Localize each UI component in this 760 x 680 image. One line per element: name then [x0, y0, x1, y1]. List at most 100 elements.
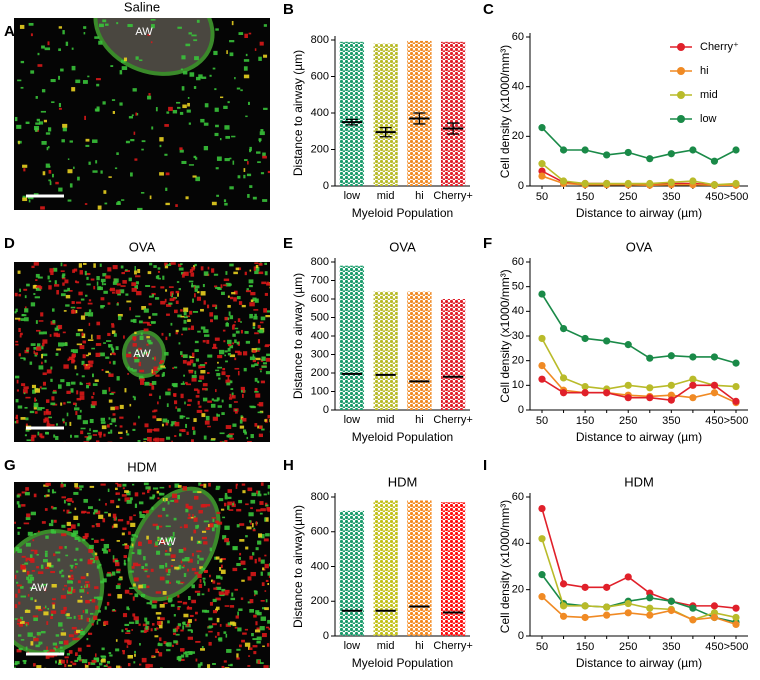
cell-speck [245, 340, 251, 344]
cell-speck [91, 347, 95, 350]
data-point [689, 616, 697, 624]
cell-speck [180, 560, 183, 564]
cell-speck [155, 541, 159, 546]
cell-speck [180, 263, 183, 265]
cell-speck [145, 352, 148, 356]
cell-speck [164, 153, 168, 156]
cell-speck [55, 423, 58, 426]
cell-speck [217, 405, 222, 408]
cell-speck [54, 280, 57, 285]
cell-speck [180, 629, 184, 632]
cell-speck [229, 40, 235, 43]
cell-speck [233, 290, 238, 295]
cell-speck [133, 514, 136, 517]
cell-speck [83, 32, 86, 35]
cell-speck [188, 32, 192, 35]
cell-speck [63, 264, 67, 267]
cell-speck [217, 366, 223, 369]
cell-speck [229, 315, 234, 320]
cell-speck [157, 275, 160, 279]
cell-speck [180, 648, 185, 652]
cell-speck [150, 628, 153, 632]
cell-speck [18, 140, 20, 145]
cell-speck [77, 599, 83, 603]
cell-speck [128, 277, 132, 282]
cell-speck [211, 527, 215, 532]
cell-speck [46, 646, 48, 651]
cell-speck [250, 291, 256, 296]
cell-speck [61, 569, 64, 572]
cell-speck [67, 664, 72, 667]
cell-speck [51, 489, 54, 494]
cell-speck [206, 503, 211, 507]
cell-speck [187, 102, 190, 107]
cell-speck [91, 599, 96, 603]
cell-speck [229, 605, 235, 608]
cell-speck [33, 262, 39, 266]
cell-speck [146, 575, 150, 578]
cell-speck [187, 568, 189, 572]
cell-speck [259, 512, 263, 515]
cell-speck [19, 334, 22, 338]
cell-speck [220, 576, 223, 580]
cell-speck [50, 519, 54, 523]
cell-speck [42, 171, 46, 176]
cell-speck [76, 307, 82, 309]
cell-speck [178, 549, 184, 553]
data-point [689, 177, 697, 185]
cell-speck [19, 332, 23, 336]
cell-speck [203, 145, 209, 151]
data-point [667, 391, 675, 399]
cell-speck [269, 563, 270, 567]
cell-speck [267, 572, 270, 576]
cell-speck [164, 264, 169, 269]
x-tick-label: >500 [724, 415, 749, 427]
cell-speck [156, 621, 162, 626]
cell-speck [116, 569, 121, 574]
cell-speck [194, 293, 196, 298]
cell-speck [136, 354, 140, 358]
cell-speck [125, 140, 130, 144]
cell-speck [195, 525, 199, 529]
x-tick-label: Cherry+ [433, 640, 472, 652]
cell-speck [75, 411, 78, 416]
cell-speck [205, 527, 210, 530]
cell-speck [236, 524, 240, 528]
cell-speck [244, 331, 249, 334]
cell-speck [80, 298, 85, 301]
cell-speck [129, 497, 133, 501]
cell-speck [14, 292, 18, 297]
cell-speck [257, 490, 261, 495]
y-tick-label: 800 [311, 34, 329, 46]
cell-speck [188, 513, 191, 517]
cell-speck [129, 307, 131, 311]
cell-speck [125, 269, 128, 271]
data-point [732, 359, 740, 367]
cell-speck [62, 123, 68, 128]
panel-letter: A [4, 23, 15, 40]
cell-speck [33, 493, 37, 498]
data-point [559, 177, 568, 185]
cell-speck [159, 486, 165, 489]
y-tick-label: 40 [512, 537, 524, 549]
cell-speck [89, 544, 94, 550]
cell-speck [124, 544, 129, 550]
legend-label: hi [700, 65, 709, 77]
cell-speck [195, 658, 198, 662]
cell-speck [89, 485, 95, 488]
cell-speck [171, 440, 173, 442]
cell-speck [149, 382, 154, 386]
cell-speck [216, 414, 220, 417]
cell-speck [23, 392, 26, 395]
cell-speck [74, 565, 77, 569]
cell-speck [173, 366, 178, 369]
cell-speck [132, 596, 135, 601]
cell-speck [181, 55, 186, 60]
cell-speck [20, 60, 25, 64]
cell-speck [227, 496, 232, 499]
cell-speck [142, 583, 147, 589]
y-tick-label: 800 [311, 491, 329, 503]
cell-speck [92, 139, 98, 143]
cell-speck [108, 373, 114, 377]
cell-speck [73, 166, 75, 169]
